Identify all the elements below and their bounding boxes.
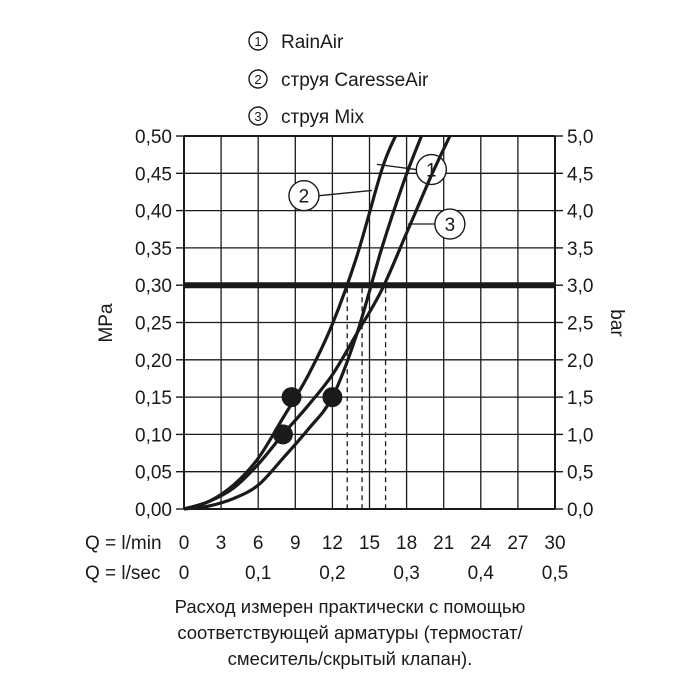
marker-dot-1 [322,387,343,408]
x-tick-label: 15 [359,533,380,554]
y-tick-label-right: 3,5 [567,239,593,260]
legend-entry-2: 2 струя CaresseAir [248,69,429,91]
y-tick-label-left: 0,20 [135,351,172,372]
y-tick-label-left: 0,45 [135,164,172,185]
grid [183,135,556,510]
y-tick-label-left: 0,35 [135,239,172,260]
legend-label: струя CaresseAir [281,70,429,91]
legend-number-circle [248,31,268,51]
y-tick-label-right: 4,5 [567,164,593,185]
x-secondary-tick-label: 0 [179,563,190,584]
legend-number-circle [248,69,268,89]
y-tick-label-left: 0,30 [135,276,172,297]
legend-entry-1: 1 RainAir [248,31,344,53]
x-axis-title-lmin: Q = l/min [85,533,162,554]
legend-label: RainAir [281,32,344,53]
y-tick-label-left: 0,25 [135,314,172,335]
footnote-line-1: Расход измерен практически с помощью [174,596,526,617]
y-tick-label-right: 0,0 [567,500,593,521]
curves: 1 2 3 [183,135,555,511]
y-tick-label-right: 0,5 [567,463,593,484]
y-tick-label-right: 3,0 [567,276,593,297]
legend-number: 2 [254,72,261,87]
x-tick-label: 6 [253,533,264,554]
curve-label-3: 3 [445,215,456,236]
y-tick-label-left: 0,40 [135,202,172,223]
curve-1 [183,135,423,511]
y-tick-label-left: 0,00 [135,500,172,521]
legend-entry-3: 3 струя Mix [248,106,364,128]
x-tick-label: 0 [179,533,190,554]
leader-line-2 [318,189,373,197]
curve-label-1: 1 [426,161,437,182]
legend-number: 3 [254,109,261,124]
x-secondary-tick-label: 0,4 [468,563,495,584]
y-tick-label-right: 5,0 [567,127,593,148]
x-secondary-tick-label: 0,3 [393,563,419,584]
x-secondary-tick-label: 0,5 [542,563,568,584]
y-tick-label-left: 0,05 [135,463,172,484]
y-tick-label-left: 0,10 [135,425,172,446]
y-tick-label-right: 2,0 [567,351,593,372]
y-tick-label-right: 1,5 [567,388,593,409]
leader-line-1 [376,163,417,171]
x-tick-label: 12 [322,533,343,554]
x-tick-label: 27 [507,533,528,554]
tick-marks [176,135,563,510]
x-tick-label: 30 [544,533,565,554]
tick-labels: 0 3 6 9 12 15 18 21 24 27 300,00 0,00,05 0,50,10 1,00… [135,127,593,584]
x-secondary-tick-label: 0,2 [319,563,345,584]
x-tick-label: 18 [396,533,417,554]
x-axis-title-lsec: Q = l/sec [85,563,161,584]
y-tick-label-left: 0,50 [135,127,172,148]
y-axis-title-left: MPa [96,303,117,343]
curve-3 [183,135,452,511]
x-tick-label: 21 [433,533,454,554]
legend-number-circle [248,106,268,126]
legend-number: 1 [254,34,261,49]
footnote-line-2: соответствующей арматуры (термостат/ [177,622,523,643]
legend-label: струя Mix [281,107,364,128]
y-tick-label-right: 4,0 [567,202,593,223]
x-tick-label: 9 [290,533,301,554]
y-axis-title-right: bar [606,309,627,337]
x-secondary-tick-label: 0,1 [245,563,271,584]
curve-label-2: 2 [299,187,310,208]
y-tick-label-right: 2,5 [567,314,593,335]
x-tick-label: 3 [216,533,227,554]
marker-dot-3 [272,424,293,445]
x-tick-label: 24 [470,533,492,554]
marker-dot-2 [281,387,302,408]
footnote: Расход измерен практически с помощью соо… [0,594,700,672]
footnote-line-3: смеситель/скрытый клапан). [227,648,473,669]
y-tick-label-left: 0,15 [135,388,172,409]
legend: 1 RainAir 2 струя CaresseAir 3 струя Mix [248,31,429,128]
y-tick-label-right: 1,0 [567,425,593,446]
